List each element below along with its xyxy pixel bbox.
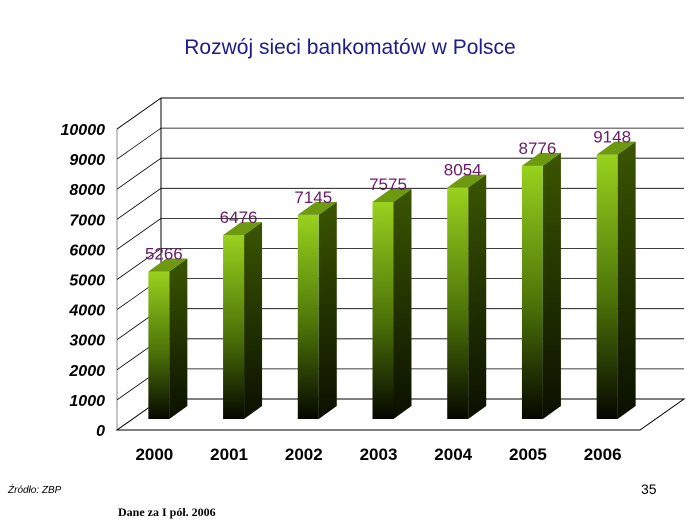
data-period-note: Dane za I pół. 2006 (118, 505, 216, 519)
y-tick-label: 4000 (68, 303, 105, 320)
chart-floor (115, 398, 686, 431)
gridline (116, 187, 684, 220)
bar-value-label: 5266 (145, 244, 183, 263)
bar-top (297, 201, 337, 215)
y-tick-label: 1000 (69, 393, 105, 410)
bar-side (617, 141, 636, 419)
bar-value-label: 8776 (519, 139, 557, 158)
bar-side (542, 152, 561, 419)
bar-front (223, 235, 245, 419)
gridline (116, 248, 684, 280)
x-axis-tick-labels: 2000 2001 2002 2003 2004 2005 2006 (135, 445, 621, 464)
x-tick-label: 2000 (135, 445, 173, 464)
bar (372, 188, 412, 419)
y-tick-label: 7000 (69, 212, 105, 229)
gridline (116, 97, 684, 130)
y-tick-label: 2000 (68, 363, 105, 380)
gridline (116, 217, 684, 250)
chart-title: Rozwój sieci bankomatów w Polsce (184, 36, 516, 59)
bar-side (244, 222, 263, 419)
bar-data-labels: 5266 6476 7145 7575 8054 8776 9148 (145, 128, 631, 264)
x-tick-label: 2005 (509, 445, 547, 464)
y-tick-label: 9000 (69, 152, 105, 169)
bar-value-label: 8054 (444, 161, 482, 180)
bar-side (318, 201, 337, 419)
bar-value-label: 9148 (593, 128, 631, 147)
bar-front (297, 214, 319, 419)
bar (297, 201, 337, 419)
x-tick-label: 2003 (360, 445, 398, 464)
bar-top (596, 141, 636, 155)
bar-value-label: 7575 (369, 175, 407, 194)
y-tick-label: 10000 (61, 122, 106, 139)
x-tick-label: 2004 (434, 445, 472, 464)
y-tick-label: 5000 (69, 273, 105, 290)
x-tick-label: 2006 (584, 445, 622, 464)
bar-top (372, 188, 412, 202)
bar-front (372, 201, 394, 419)
bar-front (596, 154, 618, 419)
gridline (116, 157, 684, 190)
bar-value-label: 6476 (220, 208, 258, 227)
x-tick-label: 2001 (210, 445, 248, 464)
bar-top (148, 258, 188, 272)
bar (521, 152, 561, 419)
y-axis-tick-labels: 0 1000 2000 3000 4000 5000 6000 7000 8000 9000 100… (61, 122, 106, 440)
bar-side (169, 258, 188, 419)
bar (148, 258, 188, 419)
bar-value-label: 7145 (294, 188, 332, 207)
bar (447, 174, 487, 419)
bar-side (393, 188, 412, 419)
source-note: Źródło: ZBP (8, 485, 62, 496)
bar-top (447, 174, 487, 188)
gridline (116, 127, 684, 160)
x-tick-label: 2002 (285, 445, 323, 464)
page-number: 35 (641, 481, 657, 497)
bar-front (521, 165, 543, 419)
bar-top (223, 222, 263, 236)
bar-front (447, 187, 469, 419)
bar-side (468, 174, 487, 419)
chart-bars (148, 141, 636, 419)
bar (596, 141, 636, 419)
y-tick-label: 0 (96, 423, 105, 440)
y-tick-label: 8000 (69, 182, 105, 199)
y-tick-label: 6000 (69, 242, 105, 259)
bar-front (148, 271, 170, 419)
bar (223, 222, 263, 419)
bar-top (521, 152, 561, 166)
y-tick-label: 3000 (69, 333, 105, 350)
